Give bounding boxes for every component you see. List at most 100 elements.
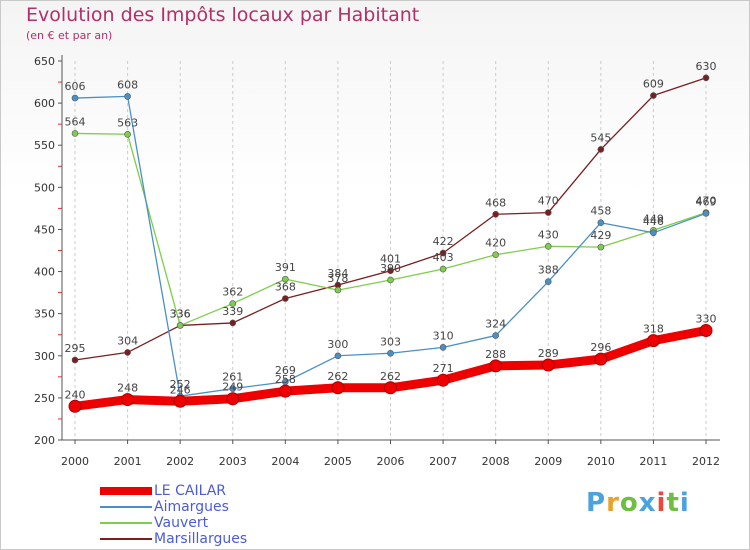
data-point-marsillargues [702, 74, 710, 82]
data-point-le-cailar [594, 352, 608, 366]
data-point-le-cailar [121, 393, 135, 407]
data-label-marsillargues: 401 [380, 253, 401, 266]
data-point-aimargues [492, 332, 499, 339]
data-label-aimargues: 608 [117, 78, 138, 91]
data-label-le-cailar: 248 [117, 382, 138, 395]
x-tick-label: 2010 [587, 455, 615, 468]
data-label-aimargues: 269 [275, 364, 296, 377]
data-point-aimargues [334, 352, 342, 360]
x-tick-label: 2006 [377, 455, 405, 468]
data-point-marsillargues [650, 92, 657, 99]
data-point-le-cailar [278, 384, 292, 398]
data-label-vauvert: 449 [643, 212, 664, 225]
y-tick-label: 600 [34, 97, 55, 110]
data-labels: 295 304 336 339 368 384 401 422 468 470 545 609 630 5… [65, 60, 717, 401]
data-label-marsillargues: 468 [485, 196, 506, 209]
legend-label: Aimargues [154, 499, 229, 515]
data-point-le-cailar [331, 381, 345, 395]
data-point-vauvert [387, 276, 394, 284]
x-tick-label: 2001 [114, 455, 142, 468]
x-tick-label: 2002 [166, 455, 194, 468]
data-point-marsillargues [544, 209, 552, 216]
data-label-aimargues: 458 [590, 205, 611, 218]
data-point-le-cailar [173, 394, 187, 408]
data-point-aimargues [702, 210, 710, 217]
data-label-marsillargues: 336 [170, 307, 191, 320]
logo-letter: i [656, 488, 667, 518]
data-point-marsillargues [439, 249, 447, 257]
data-label-le-cailar: 296 [590, 341, 611, 354]
legend-label: LE CAILAR [154, 483, 227, 499]
data-point-marsillargues [597, 146, 605, 153]
data-label-le-cailar: 271 [433, 362, 454, 375]
data-label-le-cailar: 330 [696, 313, 717, 326]
data-point-aimargues [71, 94, 79, 102]
data-point-aimargues [439, 344, 447, 351]
data-label-aimargues: 606 [65, 80, 86, 93]
data-label-le-cailar: 318 [643, 323, 664, 336]
data-label-vauvert: 403 [433, 251, 454, 264]
data-point-vauvert [439, 265, 447, 273]
data-label-aimargues: 300 [327, 338, 348, 351]
data-label-vauvert: 420 [485, 237, 506, 250]
data-label-marsillargues: 470 [538, 195, 559, 208]
data-label-le-cailar: 289 [538, 347, 559, 360]
proxiti-logo: Proxiti [586, 488, 690, 518]
data-label-vauvert: 430 [538, 228, 559, 241]
legend-swatch-aimargues [100, 506, 152, 508]
data-point-marsillargues [387, 267, 394, 275]
data-point-le-cailar [436, 373, 450, 387]
data-label-marsillargues: 422 [433, 235, 454, 248]
data-point-vauvert [124, 130, 131, 138]
data-point-vauvert [71, 130, 79, 137]
data-point-le-cailar [541, 358, 555, 372]
y-tick-label: 250 [34, 392, 55, 405]
data-point-vauvert [229, 300, 237, 307]
data-label-marsillargues: 609 [643, 78, 664, 91]
legend-label: Vauvert [154, 515, 209, 531]
data-point-marsillargues [229, 319, 237, 327]
data-label-marsillargues: 368 [275, 281, 296, 294]
series [68, 74, 713, 413]
legend-swatch-marsillargues [100, 538, 152, 540]
data-point-le-cailar [699, 324, 713, 338]
data-point-vauvert [597, 243, 605, 251]
data-point-le-cailar [226, 392, 240, 406]
logo-letter: o [619, 488, 639, 518]
data-label-marsillargues: 295 [65, 342, 86, 355]
y-tick-label: 500 [34, 181, 55, 194]
x-tick-label: 2008 [482, 455, 510, 468]
data-label-aimargues: 324 [485, 318, 506, 331]
data-point-aimargues [597, 219, 605, 227]
data-point-marsillargues [282, 295, 289, 302]
data-label-marsillargues: 339 [222, 305, 243, 318]
y-tick-label: 350 [34, 308, 55, 321]
data-label-vauvert: 429 [590, 229, 611, 242]
data-label-le-cailar: 246 [170, 383, 191, 396]
data-point-marsillargues [492, 210, 499, 218]
data-label-vauvert: 362 [222, 286, 243, 299]
data-label-marsillargues: 545 [590, 131, 611, 144]
data-label-vauvert: 470 [696, 195, 717, 208]
data-label-aimargues: 388 [538, 264, 559, 277]
data-label-aimargues: 252 [170, 378, 191, 391]
data-point-le-cailar [489, 359, 503, 373]
y-tick-label: 200 [34, 434, 55, 447]
data-point-aimargues [387, 349, 394, 357]
data-point-vauvert [492, 251, 499, 259]
data-point-vauvert [176, 322, 184, 329]
data-label-aimargues: 446 [643, 215, 664, 228]
data-label-vauvert: 378 [327, 272, 348, 285]
data-point-aimargues [544, 278, 552, 285]
logo-letter: r [606, 488, 620, 518]
data-label-le-cailar: 249 [222, 381, 243, 394]
data-point-aimargues [650, 229, 657, 237]
data-point-le-cailar [384, 381, 397, 395]
data-label-aimargues: 303 [380, 335, 401, 348]
data-point-aimargues [229, 385, 237, 392]
data-point-vauvert [282, 275, 289, 283]
y-tick-label: 650 [34, 55, 55, 68]
data-label-marsillargues: 630 [696, 60, 717, 73]
data-label-le-cailar: 262 [380, 370, 401, 383]
